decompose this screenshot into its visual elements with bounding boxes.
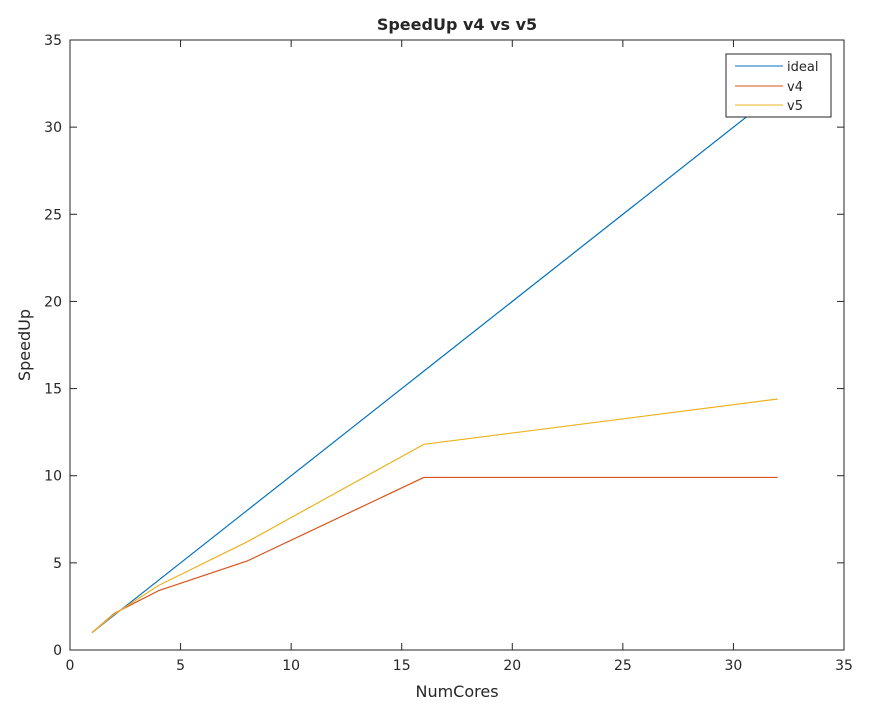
- legend-label-ideal: ideal: [787, 60, 818, 75]
- x-tick-label: 20: [503, 658, 521, 674]
- y-tick-label: 0: [53, 643, 62, 659]
- series-line-v5: [91, 398, 778, 634]
- y-tick-label: 15: [44, 382, 62, 398]
- x-tick-label: 25: [614, 658, 632, 674]
- x-tick-label: 30: [725, 658, 743, 674]
- y-tick-label: 35: [44, 33, 62, 49]
- x-tick-label: 10: [282, 658, 300, 674]
- y-tick-label: 25: [44, 207, 62, 223]
- y-tick-label: 5: [53, 556, 62, 572]
- x-tick-label: 0: [66, 658, 75, 674]
- legend: ideal v4 v5: [725, 53, 832, 118]
- x-tick-label: 15: [393, 658, 411, 674]
- x-tick-label: 35: [835, 658, 853, 674]
- y-tick-label: 10: [44, 469, 62, 485]
- y-tick-label: 30: [44, 120, 62, 136]
- chart-title: SpeedUp v4 vs v5: [377, 15, 537, 34]
- legend-label-v4: v4: [787, 80, 803, 95]
- ticks-layer: 0 5 10 15 20 25 30 35 0 5 10 15 20 25 30 35: [44, 33, 853, 674]
- y-tick-label: 20: [44, 294, 62, 310]
- x-tick-label: 5: [176, 658, 185, 674]
- x-axis-label: NumCores: [415, 682, 498, 701]
- series-layer: [91, 91, 779, 634]
- y-axis-label: SpeedUp: [15, 309, 34, 381]
- legend-label-v5: v5: [787, 99, 803, 114]
